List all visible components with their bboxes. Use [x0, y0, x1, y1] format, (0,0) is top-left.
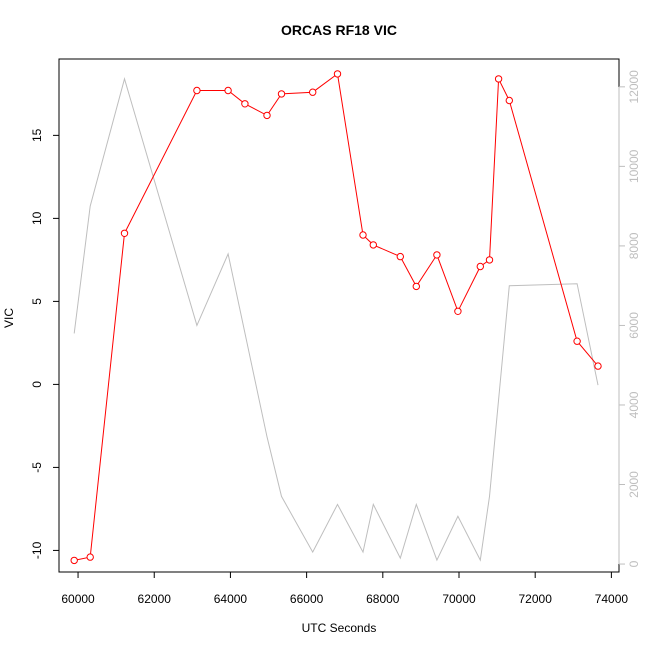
- vic-data-point: [193, 86, 201, 95]
- vic-data-point: [396, 252, 404, 261]
- y-axis-right: 0 2000 4000 6000 8000 10000 12000: [618, 70, 641, 567]
- vic-data-point: [573, 337, 581, 345]
- y-right-tick-label: 0: [627, 560, 641, 567]
- x-tick-label: 64000: [214, 592, 248, 606]
- vic-data-point: [505, 96, 513, 105]
- secondary-series-line: [73, 77, 599, 562]
- vic-data-point: [454, 307, 462, 315]
- x-tick-label: 68000: [366, 592, 400, 606]
- vic-series-line: [74, 73, 599, 561]
- y-tick-label: 5: [30, 298, 44, 305]
- vic-data-point: [70, 556, 78, 565]
- y-tick-label: 15: [30, 128, 44, 142]
- y-right-tick-label: 4000: [627, 391, 641, 418]
- y-tick-label: -10: [30, 541, 44, 559]
- y-right-tick-label: 12000: [627, 70, 641, 104]
- x-tick-label: 62000: [138, 592, 172, 606]
- vic-data-point: [333, 70, 342, 78]
- y-tick-label: -5: [30, 462, 44, 473]
- x-tick-label: 70000: [442, 592, 476, 606]
- y-right-tick-label: 10000: [627, 149, 641, 183]
- y-tick-label: 0: [30, 381, 44, 388]
- vic-data-point: [86, 553, 94, 561]
- vic-data-point: [359, 231, 367, 239]
- y-right-tick-label: 2000: [627, 471, 641, 498]
- y-axis-label: VIC: [2, 308, 16, 328]
- x-axis: 60000 62000 64000 66000 68000 70000 72000 74000: [61, 571, 629, 606]
- vic-data-point: [485, 256, 494, 264]
- vic-data-point: [412, 282, 420, 291]
- vic-data-point: [309, 88, 317, 96]
- vic-data-point: [120, 229, 129, 238]
- y-right-tick-label: 6000: [627, 312, 641, 339]
- x-tick-label: 72000: [519, 592, 553, 606]
- x-tick-label: 66000: [290, 592, 324, 606]
- y-right-tick-label: 8000: [627, 232, 641, 259]
- y-tick-label: 10: [30, 211, 44, 225]
- vic-data-point: [263, 111, 271, 120]
- x-tick-label: 60000: [61, 592, 95, 606]
- x-axis-label: UTC Seconds: [302, 621, 377, 635]
- vic-data-point: [433, 251, 441, 259]
- vic-data-point: [494, 75, 503, 83]
- chart-title: ORCAS RF18 VIC: [281, 22, 397, 38]
- vic-data-point: [594, 362, 602, 370]
- vic-data-point: [476, 262, 484, 271]
- series-layer: [70, 70, 602, 565]
- y-axis-left: -10 -5 0 5 10 15: [30, 128, 60, 559]
- vic-data-point: [224, 86, 232, 95]
- x-tick-label: 74000: [595, 592, 629, 606]
- vic-data-point: [369, 241, 377, 249]
- vic-data-point: [241, 100, 249, 108]
- vic-data-point: [277, 90, 286, 98]
